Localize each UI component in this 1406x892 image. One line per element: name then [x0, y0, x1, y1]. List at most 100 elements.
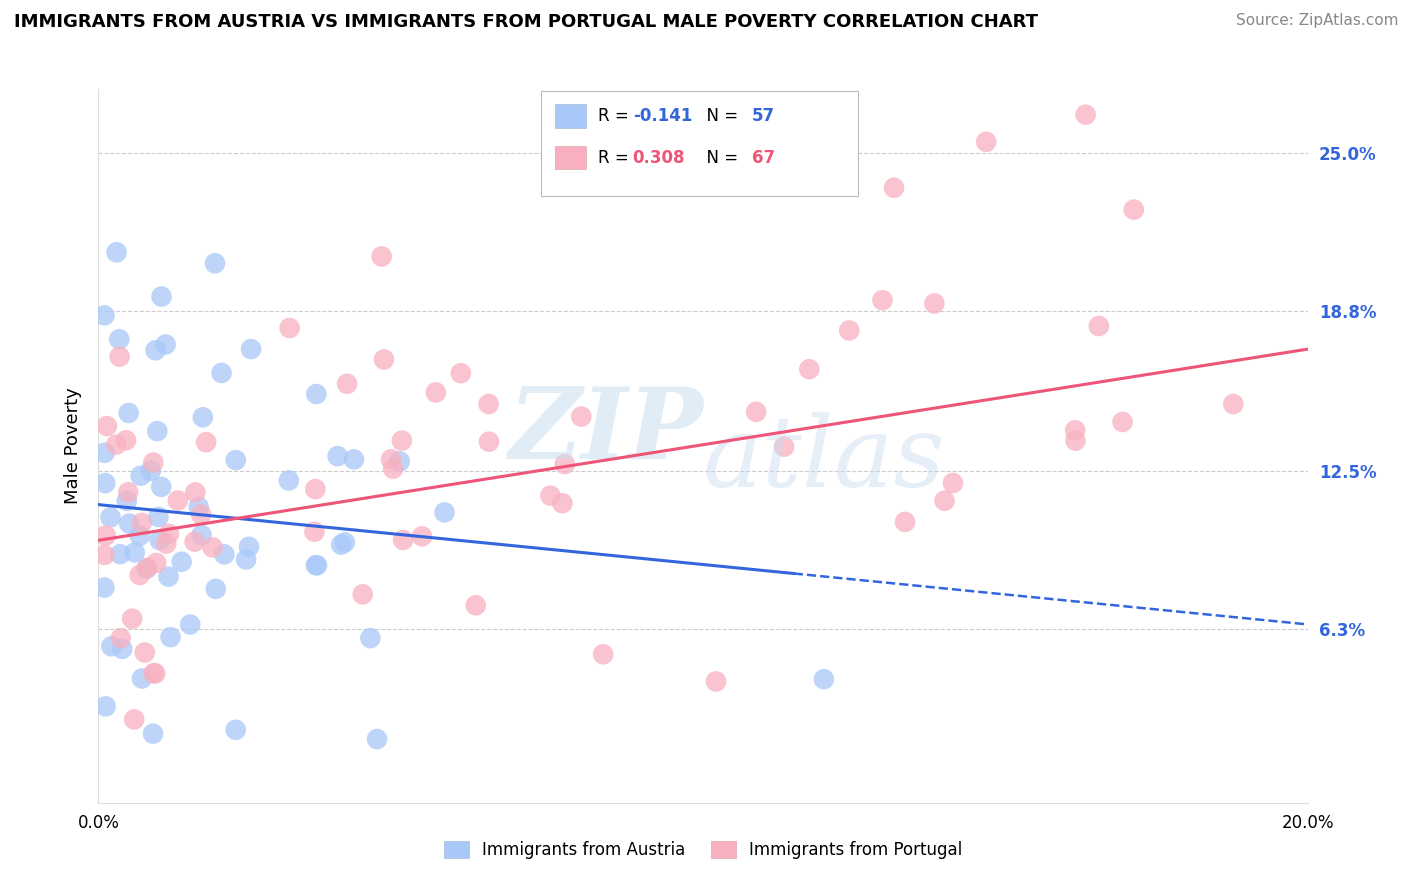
Point [108, 547, 131, 561]
Point [391, 434, 413, 448]
Legend: Immigrants from Austria, Immigrants from Portugal: Immigrants from Austria, Immigrants from… [437, 834, 969, 866]
Point [799, 362, 821, 376]
Point [433, 505, 456, 519]
Point [145, 343, 167, 358]
Point [136, 561, 159, 575]
Point [330, 538, 353, 552]
Point [304, 482, 326, 496]
Point [190, 508, 212, 522]
Point [93, 581, 115, 595]
Point [128, 568, 150, 582]
Point [139, 464, 162, 478]
Point [240, 342, 263, 356]
Point [359, 631, 381, 645]
Point [150, 480, 173, 494]
Point [872, 293, 894, 308]
Point [131, 672, 153, 686]
Point [883, 180, 905, 194]
Point [477, 397, 499, 411]
Point [100, 640, 122, 654]
Point [942, 476, 965, 491]
Point [352, 587, 374, 601]
Text: N =: N = [696, 149, 744, 167]
Point [157, 526, 180, 541]
Point [155, 536, 177, 550]
Point [183, 534, 205, 549]
Point [122, 712, 145, 726]
Point [191, 410, 214, 425]
Point [551, 496, 574, 510]
Point [235, 552, 257, 566]
Point [128, 529, 150, 543]
Point [142, 726, 165, 740]
Point [336, 376, 359, 391]
Point [170, 555, 193, 569]
Point [380, 452, 402, 467]
Text: -0.141: -0.141 [633, 107, 692, 125]
Point [94, 476, 117, 491]
Text: atlas: atlas [703, 413, 945, 508]
Point [204, 582, 226, 596]
Point [124, 545, 146, 559]
Point [93, 309, 115, 323]
Y-axis label: Male Poverty: Male Poverty [63, 388, 82, 504]
Point [179, 617, 201, 632]
Point [134, 646, 156, 660]
Point [225, 723, 247, 737]
Point [238, 540, 260, 554]
Point [745, 405, 768, 419]
Point [464, 599, 486, 613]
Point [148, 510, 170, 524]
Text: N =: N = [696, 107, 744, 125]
Point [225, 453, 247, 467]
Point [305, 558, 328, 573]
Text: IMMIGRANTS FROM AUSTRIA VS IMMIGRANTS FROM PORTUGAL MALE POVERTY CORRELATION CHA: IMMIGRANTS FROM AUSTRIA VS IMMIGRANTS FR… [14, 13, 1038, 31]
Point [278, 321, 301, 335]
Point [146, 424, 169, 438]
Point [121, 612, 143, 626]
Point [187, 500, 209, 514]
Point [1064, 434, 1087, 448]
Text: 0.308: 0.308 [633, 149, 685, 167]
Point [1088, 319, 1111, 334]
Point [373, 352, 395, 367]
Point [569, 409, 592, 424]
Point [326, 449, 349, 463]
Point [115, 434, 138, 448]
Point [388, 454, 411, 468]
Point [305, 558, 328, 573]
Point [204, 256, 226, 270]
Point [94, 528, 117, 542]
Point [135, 561, 157, 575]
Point [195, 435, 218, 450]
Text: 67: 67 [752, 149, 775, 167]
Point [366, 732, 388, 747]
Point [813, 672, 835, 686]
Point [554, 457, 576, 471]
Point [184, 485, 207, 500]
Point [214, 547, 236, 561]
Point [974, 135, 997, 149]
Point [105, 437, 128, 451]
Point [159, 630, 181, 644]
Point [704, 674, 727, 689]
Point [110, 631, 132, 645]
Point [1122, 202, 1144, 217]
Point [478, 434, 501, 449]
Point [1064, 423, 1087, 437]
Text: R =: R = [598, 149, 634, 167]
Point [142, 456, 165, 470]
Point [370, 249, 392, 263]
Point [450, 366, 472, 380]
Point [150, 289, 173, 303]
Point [1222, 397, 1244, 411]
Point [201, 541, 224, 555]
Point [111, 641, 134, 656]
Point [538, 489, 561, 503]
Point [894, 515, 917, 529]
Point [100, 510, 122, 524]
Text: Source: ZipAtlas.com: Source: ZipAtlas.com [1236, 13, 1399, 29]
Point [108, 350, 131, 364]
Text: 57: 57 [752, 107, 775, 125]
Point [118, 406, 141, 420]
